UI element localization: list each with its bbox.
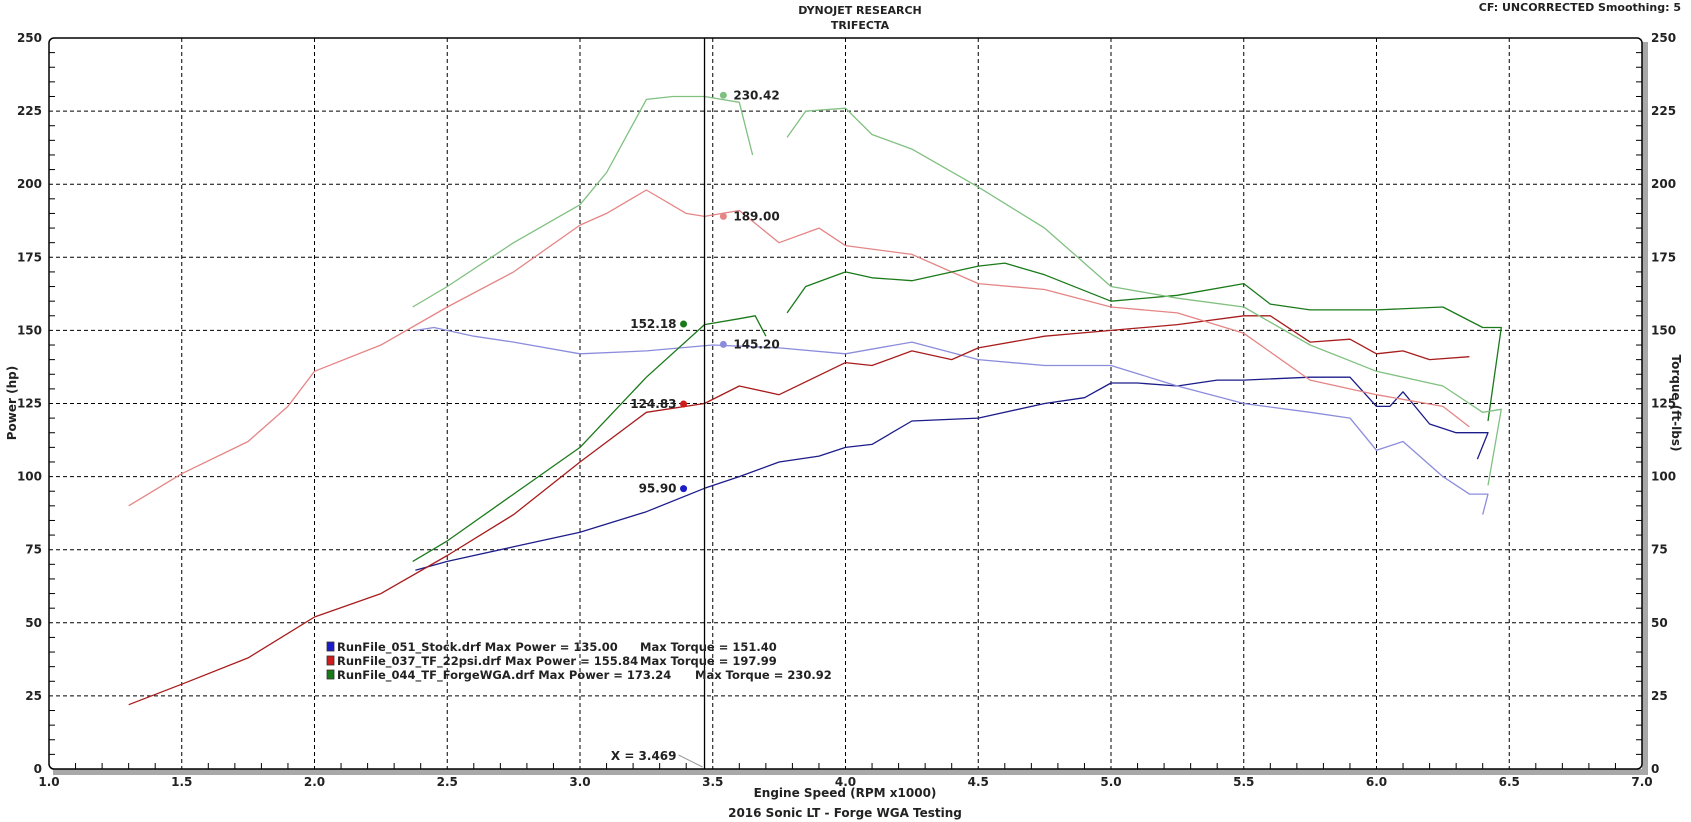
y2-tick-label: 225 <box>1651 104 1676 118</box>
y-tick-label: 75 <box>25 543 42 557</box>
torque-curve-3 <box>128 189 1470 507</box>
y-tick-label: 25 <box>25 689 42 703</box>
marker-value: 230.42 <box>733 88 779 102</box>
torque-curve-1 <box>415 326 1489 515</box>
marker-dot <box>719 91 727 99</box>
marker-dot <box>719 340 727 348</box>
marker-dot <box>680 320 688 328</box>
y-tick-label: 175 <box>17 250 42 264</box>
x-tick-label: 4.0 <box>835 775 856 789</box>
frame-shadow <box>53 42 1648 775</box>
cursor-readout-leader <box>678 754 703 768</box>
correction-factor-info: CF: UNCORRECTED Smoothing: 5 <box>1479 1 1681 14</box>
legend: RunFile_051_Stock.drf Max Power = 135.00… <box>326 640 832 683</box>
legend-swatch <box>326 641 335 652</box>
y-tick-label: 125 <box>17 397 42 411</box>
cursor-readout: X = 3.469 <box>611 749 677 763</box>
y-tick-label: 225 <box>17 104 42 118</box>
y2-tick-label: 150 <box>1651 323 1676 337</box>
x-tick-label: 3.0 <box>569 775 590 789</box>
y2-tick-label: 25 <box>1651 689 1668 703</box>
y-tick-label: 50 <box>25 616 42 630</box>
chart-title: 2016 Sonic LT - Forge WGA Testing <box>728 806 962 820</box>
torque-curve-5 <box>412 95 1502 486</box>
y-axis-label: Power (hp) <box>5 366 19 440</box>
x-tick-label: 2.5 <box>437 775 458 789</box>
marker-dot <box>680 485 688 493</box>
marker-value: 152.18 <box>630 317 676 331</box>
y2-axis-label: Torque (ft-lbs) <box>1669 355 1683 452</box>
power-curve-0 <box>415 376 1489 571</box>
marker-value: 189.00 <box>733 209 779 223</box>
x-axis-label: Engine Speed (RPM x1000) <box>754 786 937 800</box>
grid <box>48 37 1648 775</box>
y2-tick-label: 50 <box>1651 616 1668 630</box>
y2-tick-label: 250 <box>1651 31 1676 45</box>
x-tick-label: 6.5 <box>1499 775 1520 789</box>
y2-tick-label: 75 <box>1651 543 1668 557</box>
x-tick-label: 5.0 <box>1100 775 1121 789</box>
y-tick-label: 0 <box>34 762 42 776</box>
legend-swatch <box>326 669 335 680</box>
y-tick-label: 100 <box>17 470 42 484</box>
marker-value: 95.90 <box>639 482 677 496</box>
legend-entry-torque: Max Torque = 151.40 <box>640 640 777 654</box>
legend-entry-file: RunFile_051_Stock.drf Max Power = 135.00 <box>337 640 618 655</box>
axis-ticks: 1.0 1.5 2.0 2.5 3.0 3.5 4.0 4.5 5.0 5.5 6.0 6.5 7.00… <box>17 31 1676 789</box>
y-tick-label: 150 <box>17 323 42 337</box>
power-curve-2 <box>128 315 1470 706</box>
chart-header-title: DYNOJET RESEARCH <box>798 4 921 17</box>
y2-tick-label: 100 <box>1651 470 1676 484</box>
x-tick-label: 6.0 <box>1366 775 1387 789</box>
y2-tick-label: 0 <box>1651 762 1659 776</box>
legend-entry-file: RunFile_037_TF_22psi.drf Max Power = 155… <box>337 654 638 669</box>
x-tick-label: 1.5 <box>171 775 192 789</box>
marker-dot <box>680 400 688 408</box>
y-tick-label: 200 <box>17 177 42 191</box>
marker-value: 124.83 <box>630 397 676 411</box>
y2-tick-label: 175 <box>1651 250 1676 264</box>
series-lines <box>128 95 1502 706</box>
marker-dot <box>719 212 727 220</box>
y-tick-label: 250 <box>17 31 42 45</box>
x-tick-label: 4.5 <box>968 775 989 789</box>
power-curve-4 <box>412 262 1502 562</box>
x-tick-label: 2.0 <box>304 775 325 789</box>
legend-swatch <box>326 655 335 666</box>
legend-entry-file: RunFile_044_TF_ForgeWGA.drf Max Power = … <box>337 668 671 683</box>
cursor-markers: X = 3.469 152.18 124.83 95.90 230.42 189.00 14… <box>611 38 780 769</box>
x-tick-label: 7.0 <box>1631 775 1652 789</box>
x-tick-label: 5.5 <box>1233 775 1254 789</box>
legend-entry-torque: Max Torque = 230.92 <box>695 668 832 682</box>
x-tick-label: 1.0 <box>38 775 59 789</box>
legend-entry-torque: Max Torque = 197.99 <box>640 654 777 668</box>
y2-tick-label: 125 <box>1651 397 1676 411</box>
x-tick-label: 3.5 <box>702 775 723 789</box>
marker-value: 145.20 <box>733 337 779 351</box>
y2-tick-label: 200 <box>1651 177 1676 191</box>
chart-header-subtitle: TRIFECTA <box>831 19 890 32</box>
